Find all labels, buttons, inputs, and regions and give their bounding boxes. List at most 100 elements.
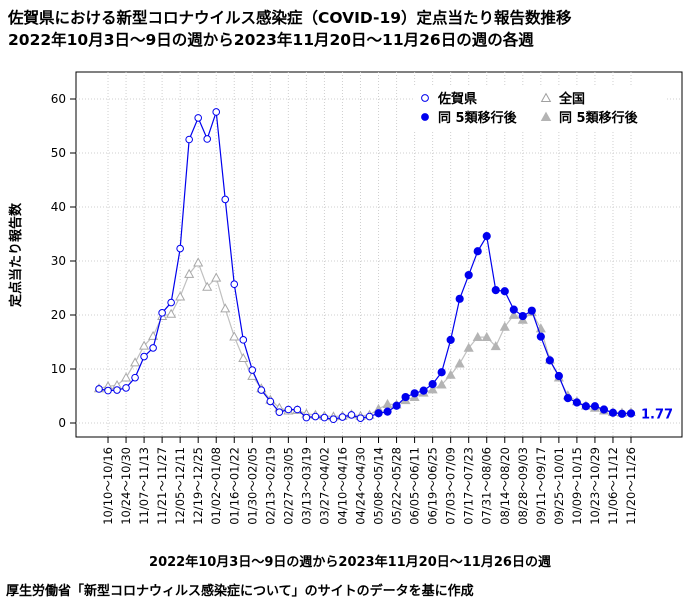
saga-point (176, 244, 184, 253)
saga-point (329, 415, 338, 424)
saga-point (275, 408, 284, 417)
national-point (454, 358, 465, 368)
x-tick-label: 01/30～02/05 (245, 447, 259, 525)
saga-point (518, 311, 527, 321)
x-tick-label: 11/07～11/13 (137, 447, 151, 525)
saga-point (311, 412, 320, 421)
x-tick-label: 07/03～07/09 (444, 447, 458, 525)
saga-point (284, 405, 293, 414)
y-tick-label: 60 (51, 92, 66, 106)
y-tick-label: 30 (51, 254, 66, 268)
saga-point (131, 373, 139, 382)
saga-point (302, 413, 311, 422)
national-point (220, 303, 231, 313)
national-point (193, 257, 204, 267)
national-point (175, 291, 186, 301)
x-tick-label: 10/24～10/30 (119, 447, 133, 525)
legend-label: 同 5類移行後 (559, 110, 639, 126)
saga-point (338, 413, 347, 421)
saga-point (446, 335, 455, 344)
saga-point (608, 408, 618, 417)
saga-point (419, 386, 428, 395)
saga-point (401, 392, 410, 402)
national-point (436, 379, 447, 389)
x-tick-label: 07/17～07/23 (462, 447, 476, 525)
x-tick-label: 04/24～04/30 (353, 447, 367, 525)
y-tick-label: 50 (51, 146, 66, 160)
chart-subtitle: 2022年10月3日～9日の週から2023年11月20日～11月26日の週の各週 (8, 31, 534, 49)
x-tick-label: 08/28～09/03 (516, 447, 530, 525)
saga-point (212, 108, 221, 116)
saga-point (590, 402, 600, 411)
x-tick-label: 12/05～12/11 (173, 447, 187, 525)
national-point (202, 281, 213, 291)
x-tick-label: 05/22～05/28 (390, 447, 404, 525)
saga-point (122, 384, 130, 392)
saga-point (113, 386, 121, 394)
saga-point (140, 352, 148, 361)
x-tick-label: 03/13～03/19 (299, 447, 313, 525)
legend-marker (421, 113, 429, 121)
saga-line (98, 111, 632, 420)
x-tick-label: 10/10～10/16 (101, 447, 115, 525)
x-tick-label: 02/27～03/05 (281, 447, 295, 525)
saga-point (437, 368, 446, 377)
saga-point (626, 409, 636, 418)
x-tick-label: 06/19～06/25 (426, 447, 440, 525)
saga-point (239, 336, 248, 344)
saga-point (545, 356, 554, 365)
saga-point (374, 409, 383, 418)
saga-point (257, 386, 266, 394)
national-point (472, 331, 483, 341)
national-point (238, 352, 249, 363)
saga-point (158, 309, 166, 317)
y-axis-label: 定点当たり報告数 (8, 202, 24, 308)
saga-point (554, 371, 563, 381)
x-tick-label: 11/21～11/27 (155, 447, 169, 525)
x-axis-label: 2022年10月3日～9日の週から2023年11月20日～11月26日の週 (149, 555, 551, 570)
national-point (121, 372, 132, 382)
saga-point (500, 287, 509, 296)
national-point (490, 341, 501, 351)
national-point (445, 369, 456, 379)
x-tick-label: 06/05～06/11 (408, 447, 422, 525)
x-tick-label: 01/16～01/22 (227, 447, 241, 525)
saga-point (581, 402, 591, 411)
national-point (382, 398, 393, 408)
legend-label: 全国 (558, 91, 585, 107)
legend-marker (540, 111, 552, 122)
legend-marker (540, 92, 552, 103)
national-point (229, 331, 240, 341)
saga-point (347, 411, 356, 419)
saga-point (482, 232, 491, 241)
saga-point (536, 332, 545, 341)
saga-point (185, 135, 193, 144)
x-tick-label: 11/20～11/26 (624, 447, 638, 525)
saga-point (491, 286, 500, 295)
x-tick-label: 10/09～10/15 (570, 447, 584, 525)
saga-point (473, 247, 482, 256)
national-point (130, 357, 141, 367)
national-point (463, 342, 474, 352)
national-point (184, 268, 195, 278)
legend-label: 佐賀県 (437, 91, 477, 107)
saga-point (365, 412, 374, 421)
x-tick-label: 03/27～04/02 (317, 447, 331, 525)
x-tick-label: 08/14～08/20 (498, 447, 512, 525)
saga-point (221, 195, 230, 204)
saga-point (383, 407, 392, 416)
saga-point (410, 389, 419, 398)
saga-point (527, 306, 536, 315)
saga-point (320, 413, 329, 422)
saga-point (464, 270, 473, 280)
saga-point (617, 409, 627, 418)
national-point (166, 308, 177, 318)
saga-point (455, 294, 464, 303)
source-note: 厚生労働省「新型コロナウィルス感染症について」のサイトのデータを基に作成 (6, 584, 474, 599)
national-line (98, 261, 632, 418)
saga-point (194, 114, 202, 122)
x-tick-label: 11/06～11/12 (606, 447, 620, 525)
legend-box (414, 86, 666, 130)
national-point (139, 340, 150, 350)
